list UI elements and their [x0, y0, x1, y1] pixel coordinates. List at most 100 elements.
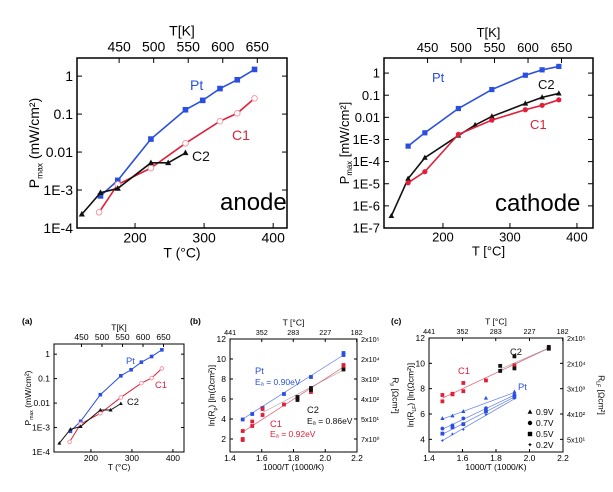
data-point [282, 392, 286, 396]
y-tick-label: 12 [217, 334, 227, 344]
y-tick-label: 1 [373, 66, 380, 81]
series-label-c2: C2 [538, 77, 555, 92]
top-axis-label: T[K] [111, 322, 127, 332]
panel-label: (a) [22, 316, 33, 326]
data-point [240, 429, 245, 433]
data-point [488, 113, 495, 119]
data-point [440, 431, 445, 436]
data-point [139, 380, 144, 386]
data-point [556, 63, 562, 70]
fit-line [242, 366, 344, 433]
top-tick-label: 550 [115, 332, 129, 342]
y-axis-label: ln(Rp) [ln(Ωcm²)] [207, 365, 219, 426]
y-tick-label: 10 [416, 358, 426, 368]
top-tick-label: 600 [517, 40, 539, 55]
fit-line [442, 394, 515, 430]
y-axis-label: Pmax [mW/cm²] [337, 102, 354, 185]
data-point: ✦ [450, 431, 455, 438]
right-tick-label: 2x10⁴ [567, 359, 586, 368]
data-point [440, 426, 445, 431]
top-tick-label: 650 [246, 39, 270, 55]
data-point: ✦ [484, 412, 489, 419]
data-point [461, 416, 466, 421]
series-line [69, 368, 163, 443]
right-tick-label: 3x10³ [567, 385, 586, 394]
series-c2 [261, 367, 346, 414]
series-c2 [57, 401, 123, 445]
data-point [282, 402, 286, 407]
right-tick-label: 4x10² [567, 410, 586, 419]
series-label-pt: Pt [190, 77, 203, 93]
data-point [250, 419, 255, 424]
data-point [160, 348, 164, 352]
data-point [489, 86, 495, 93]
y-tick-label: 4 [420, 434, 425, 444]
data-point [309, 375, 313, 379]
x-tick-label: 400 [262, 230, 286, 246]
data-point [512, 366, 517, 371]
legend-marker-square [527, 431, 533, 437]
data-point [539, 102, 545, 108]
top-axis-label: T[K] [169, 23, 195, 39]
chart-a: 200 300 400 T (°C) 1E-4 1E-3 0.01 0.1 1 Pmax (mW/… [22, 316, 185, 472]
right-tick-label: 4x10² [361, 395, 380, 404]
panel-label: (c) [391, 316, 402, 326]
data-point [440, 399, 445, 404]
data-point [147, 164, 155, 172]
x-tick-label: 1.8 [288, 453, 300, 463]
y-tick-label: 1 [45, 349, 50, 359]
activation-energy-pt: Eₐ = 0.90eV [255, 377, 301, 387]
x-tick-label: 2.2 [557, 453, 569, 463]
series-label-c1: C1 [458, 366, 470, 376]
activation-energy-c1: Eₐ = 0.92eV [270, 429, 316, 439]
top-tick-label: 550 [177, 39, 201, 55]
data-point [422, 154, 428, 160]
top-tick-label: 450 [417, 40, 439, 55]
data-point [182, 140, 189, 147]
x-tick-label: 2.0 [319, 453, 331, 463]
data-point [95, 208, 103, 216]
x-tick-label: 400 [166, 453, 180, 463]
plot-frame [53, 343, 185, 453]
series-label-c2: C2 [307, 405, 319, 415]
series-pt-0.2v: ✦ ✦ ✦ ✦ ✦ [440, 396, 517, 445]
top-tick-label: 283 [287, 328, 299, 337]
data-point [148, 136, 154, 142]
data-point [295, 395, 300, 399]
data-point [98, 411, 103, 416]
y-tick-label: 0.01 [355, 110, 380, 125]
right-tick-label: 7x10⁰ [361, 435, 380, 444]
y-tick-label: 1E-6 [353, 198, 380, 213]
chart-c: 1.4 1.6 1.8 2.0 2.2 1000/T (1000/K) 4 6 8 10 12 ln(… [391, 316, 607, 472]
activation-energy-c2: Eₐ = 0.86eV [307, 416, 353, 426]
plot-frame [76, 57, 288, 229]
top-tick-label: 450 [107, 39, 131, 55]
y-tick-label: 12 [416, 333, 426, 343]
y-tick-label: 1E-3 [32, 423, 50, 433]
y-axis-label: Pmax (mW/cm²) [23, 370, 35, 425]
data-point [455, 131, 461, 137]
top-tick-label: 441 [224, 328, 236, 337]
y-tick-label: 0.1 [362, 88, 380, 103]
series-c1 [405, 97, 562, 186]
chart-anode: 200 300 400 T (°C) 1E-4 1E-3 0.01 0.1 1 Pmax (mW/… [26, 23, 288, 260]
top-tick-label: 650 [551, 40, 573, 55]
x-axis-label: T [°C] [472, 243, 505, 258]
right-tick-label: 5x10¹ [567, 435, 586, 444]
data-point [149, 375, 154, 381]
data-point [309, 388, 313, 392]
series-label-pt: Pt [126, 356, 135, 366]
right-tick-label: 2x10⁵ [567, 334, 586, 343]
data-point [512, 354, 517, 359]
x-tick-label: 1.8 [490, 453, 502, 463]
data-point [341, 364, 346, 368]
data-point [461, 389, 466, 394]
series-line [58, 403, 122, 444]
data-point [388, 212, 395, 219]
data-point [455, 105, 461, 112]
data-point [165, 159, 172, 166]
right-tick-label: 2x10⁵ [361, 335, 380, 344]
data-point [546, 344, 551, 349]
data-point [539, 94, 545, 100]
data-point [309, 390, 313, 394]
